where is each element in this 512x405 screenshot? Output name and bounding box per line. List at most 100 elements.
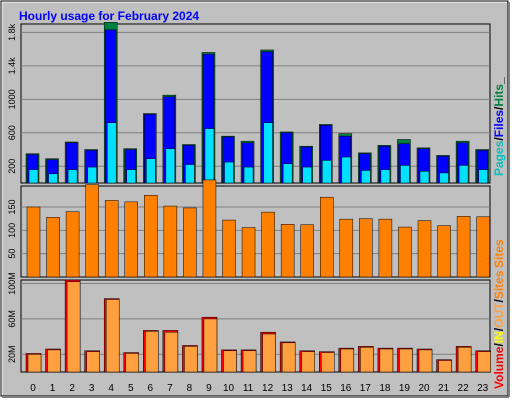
out-bar: [399, 348, 413, 373]
sites-bar: [320, 196, 334, 278]
sites-bar: [26, 206, 41, 278]
x-tick-label: 20: [418, 383, 430, 394]
x-tick-label: 14: [301, 383, 313, 394]
legend-volume-in-out: Volume/IN/OUT/Sites: [492, 270, 506, 389]
y-tick-label: 1000: [7, 89, 17, 109]
pages-bar: [263, 122, 273, 184]
pages-bar: [439, 172, 449, 184]
legend-hits-files-pages: Pages/Files/Hits_: [492, 77, 506, 176]
x-tick-label: 10: [223, 383, 235, 394]
plot-area: [20, 23, 491, 184]
out-bar: [125, 353, 139, 373]
out-bar: [477, 351, 491, 373]
pages-bar: [458, 165, 469, 184]
x-tick-label: 4: [108, 383, 114, 394]
x-tick-label: 18: [379, 383, 391, 394]
x-tick-label: 19: [399, 383, 411, 394]
x-tick-label: 6: [148, 383, 154, 394]
pages-bar: [302, 166, 312, 184]
hour-axis: 0 1 2 3 4 5 6 7 8 9 10 11 12 13 14 15 16 17 18 19 20 21 22 23: [30, 383, 488, 394]
sites-bar: [163, 205, 178, 278]
out-bar: [27, 354, 42, 373]
plot-area: [20, 185, 491, 278]
pages-bar: [48, 173, 58, 184]
out-bar: [242, 350, 257, 373]
sites-bar: [476, 216, 490, 278]
sites-bar: [417, 220, 432, 278]
sites-bar: [241, 227, 256, 278]
sites-bar: [398, 226, 412, 278]
legend-sep-3: /: [492, 343, 506, 347]
out-bar: [184, 346, 198, 373]
out-bar: [66, 281, 81, 373]
chart-title: Hourly usage for February 2024: [19, 9, 199, 23]
out-bar: [379, 348, 394, 373]
pages-bar: [165, 148, 176, 184]
sites-bar: [183, 207, 197, 278]
y-tick-label: 60M: [7, 310, 17, 328]
x-tick-label: 2: [69, 383, 75, 394]
sites-bar: [222, 219, 236, 278]
sites-bar: [280, 224, 295, 278]
pages-bar: [478, 169, 488, 184]
x-tick-label: 22: [458, 383, 470, 394]
legend-underscore: _: [492, 77, 506, 85]
x-tick-label: 15: [321, 383, 333, 394]
y-tick-label: 1.8k: [7, 23, 17, 41]
out-bar: [105, 299, 120, 373]
legend-sites-volume: Sites: [492, 270, 506, 299]
sites-bar: [46, 217, 60, 278]
out-bar: [438, 360, 452, 373]
out-bar: [262, 333, 276, 373]
y-tick-label: 100M: [7, 272, 17, 295]
out-bar: [281, 342, 296, 373]
sites-bar: [339, 218, 354, 278]
y-tick-label: 100: [7, 223, 17, 238]
x-tick-label: 12: [262, 383, 274, 394]
x-tick-label: 13: [282, 383, 294, 394]
out-bar: [86, 351, 100, 373]
pages-bar: [146, 158, 156, 184]
legend-in: IN: [492, 331, 506, 343]
legend-sep-5: /: [492, 299, 506, 303]
x-tick-label: 8: [187, 383, 193, 394]
legend-sep-1: /: [492, 137, 506, 141]
out-bar: [203, 318, 218, 373]
pages-bar: [28, 169, 39, 184]
sites-bar: [124, 201, 138, 278]
pages-bar: [419, 171, 430, 184]
sites-bar: [300, 224, 314, 278]
x-tick-label: 21: [438, 383, 450, 394]
legend-files: Files: [492, 110, 506, 138]
pages-bar: [322, 160, 332, 184]
x-tick-label: 9: [206, 383, 212, 394]
out-bar: [340, 348, 355, 373]
sites-bar: [359, 218, 373, 278]
sites-bar: [261, 211, 275, 278]
x-tick-label: 3: [89, 383, 95, 394]
legend-sites: Sites: [492, 239, 506, 268]
out-bar: [457, 346, 472, 373]
pages-bar: [224, 161, 234, 184]
sites-bar: [144, 195, 158, 278]
pages-bar: [106, 122, 117, 184]
pages-bar: [282, 163, 293, 184]
y-tick-label: 200: [7, 159, 17, 174]
out-bar: [145, 331, 159, 373]
legend-volume: Volume: [492, 346, 506, 389]
sites-bar: [456, 216, 471, 278]
legend-out: OUT: [492, 302, 506, 328]
sites-bar: [65, 211, 80, 278]
sites-panel: 50 100 150: [7, 179, 491, 278]
legend-hits: Hits: [492, 84, 506, 107]
out-bar: [223, 350, 237, 373]
pages-bar: [361, 170, 371, 184]
sites-bar: [378, 218, 393, 278]
out-bar: [164, 331, 179, 373]
out-bar: [301, 351, 315, 373]
y-tick-label: 600: [7, 125, 17, 140]
x-tick-label: 11: [243, 383, 254, 394]
pages-bar: [243, 166, 254, 184]
